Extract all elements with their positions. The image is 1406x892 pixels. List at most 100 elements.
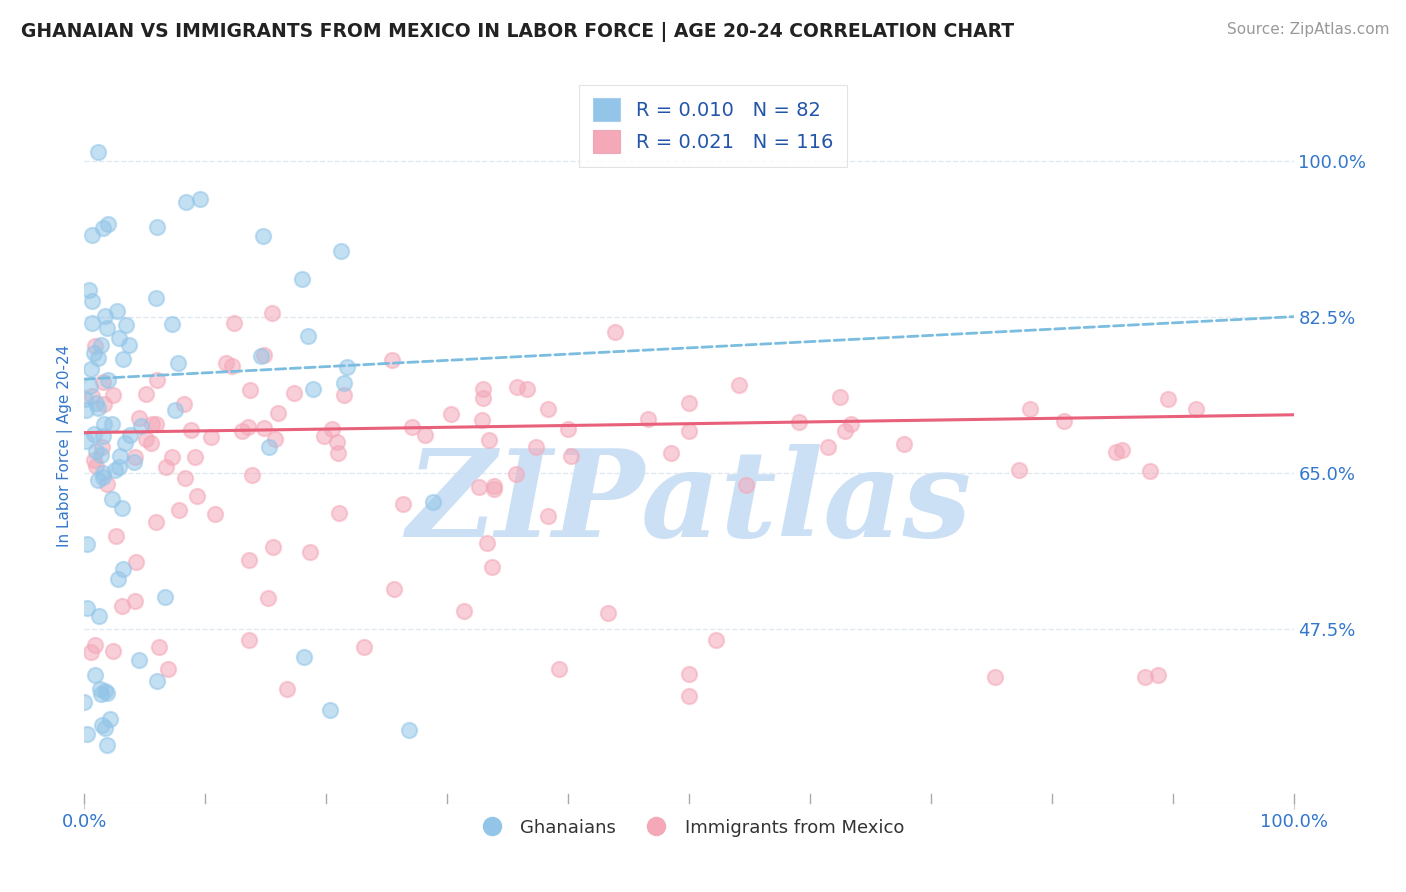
Point xyxy=(115,318,138,333)
Point xyxy=(96,738,118,752)
Point xyxy=(787,415,810,429)
Point xyxy=(238,632,260,647)
Point xyxy=(82,293,104,308)
Point xyxy=(326,435,349,450)
Point xyxy=(146,220,169,235)
Point xyxy=(440,407,463,421)
Point xyxy=(471,413,494,427)
Point xyxy=(505,380,527,394)
Point xyxy=(253,420,276,434)
Point xyxy=(259,440,281,454)
Point xyxy=(382,582,405,597)
Point xyxy=(91,375,114,389)
Point xyxy=(84,459,107,474)
Point xyxy=(107,331,129,345)
Point xyxy=(482,483,505,497)
Point xyxy=(83,346,105,360)
Point xyxy=(139,436,162,450)
Point xyxy=(180,423,202,437)
Point xyxy=(1147,668,1170,682)
Point xyxy=(186,490,208,504)
Point xyxy=(91,429,114,443)
Point xyxy=(735,478,758,492)
Point xyxy=(1008,462,1031,476)
Point xyxy=(603,325,626,339)
Point xyxy=(145,291,167,305)
Point xyxy=(93,417,115,431)
Point xyxy=(84,444,107,458)
Point xyxy=(128,653,150,667)
Point xyxy=(475,536,498,550)
Point xyxy=(155,591,177,605)
Point xyxy=(537,509,560,524)
Point xyxy=(236,419,259,434)
Point xyxy=(124,450,146,465)
Point xyxy=(155,459,177,474)
Text: GHANAIAN VS IMMIGRANTS FROM MEXICO IN LABOR FORCE | AGE 20-24 CORRELATION CHART: GHANAIAN VS IMMIGRANTS FROM MEXICO IN LA… xyxy=(21,22,1014,42)
Point xyxy=(108,460,131,475)
Point xyxy=(817,440,839,454)
Legend: Ghanaians, Immigrants from Mexico: Ghanaians, Immigrants from Mexico xyxy=(467,812,911,844)
Point xyxy=(401,420,423,434)
Point xyxy=(200,430,222,444)
Point xyxy=(167,356,190,370)
Point xyxy=(124,555,146,569)
Point xyxy=(107,572,129,586)
Point xyxy=(413,427,436,442)
Point xyxy=(77,283,100,297)
Point xyxy=(297,328,319,343)
Point xyxy=(332,376,354,391)
Point xyxy=(79,379,101,393)
Point xyxy=(131,419,153,434)
Point xyxy=(101,643,124,657)
Point xyxy=(90,718,112,732)
Point xyxy=(94,684,117,698)
Point xyxy=(87,608,110,623)
Point xyxy=(112,562,135,576)
Point xyxy=(110,449,132,463)
Point xyxy=(398,723,420,737)
Point xyxy=(90,448,112,462)
Point xyxy=(505,467,527,482)
Point xyxy=(1053,414,1076,428)
Point xyxy=(328,506,350,520)
Point xyxy=(252,229,274,244)
Point xyxy=(422,494,444,508)
Point xyxy=(160,317,183,331)
Point xyxy=(678,666,700,681)
Point xyxy=(83,453,105,467)
Point xyxy=(321,422,343,436)
Point xyxy=(1133,670,1156,684)
Point xyxy=(97,217,120,231)
Text: Source: ZipAtlas.com: Source: ZipAtlas.com xyxy=(1226,22,1389,37)
Point xyxy=(678,689,700,703)
Point xyxy=(336,359,359,374)
Point xyxy=(90,440,112,454)
Point xyxy=(328,446,350,460)
Point xyxy=(160,450,183,464)
Point xyxy=(145,373,167,387)
Point xyxy=(98,712,121,726)
Point xyxy=(283,385,305,400)
Point xyxy=(1185,402,1208,417)
Text: ZIPatlas: ZIPatlas xyxy=(406,444,972,562)
Point xyxy=(537,402,560,417)
Point xyxy=(111,352,134,367)
Point xyxy=(637,412,659,426)
Point xyxy=(839,417,862,431)
Point xyxy=(91,466,114,480)
Point xyxy=(472,382,495,396)
Point xyxy=(659,446,682,460)
Point xyxy=(468,480,491,494)
Point xyxy=(1157,392,1180,406)
Point xyxy=(292,650,315,665)
Point xyxy=(174,195,197,210)
Point xyxy=(75,434,97,448)
Point xyxy=(90,687,112,701)
Point xyxy=(82,316,104,330)
Point xyxy=(704,633,727,648)
Point xyxy=(91,220,114,235)
Point xyxy=(86,401,108,415)
Point xyxy=(96,686,118,700)
Point xyxy=(97,373,120,387)
